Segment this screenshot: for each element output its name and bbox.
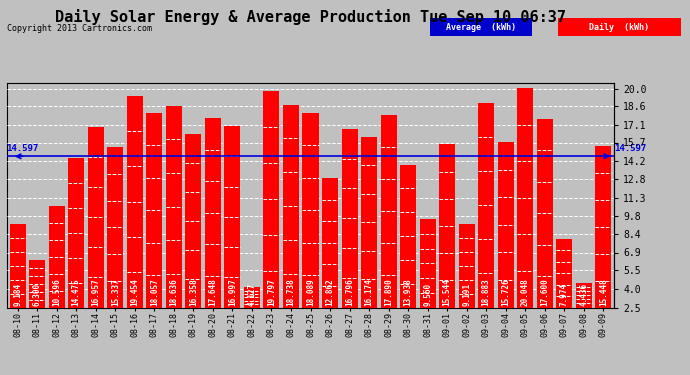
Text: 15.726: 15.726 [501,279,510,306]
Bar [478,103,494,308]
Text: 15.544: 15.544 [443,279,452,306]
FancyBboxPatch shape [558,18,680,36]
Text: 18.738: 18.738 [286,279,295,306]
Bar [205,118,221,308]
Bar [29,260,45,308]
Bar [361,136,377,308]
Text: 12.862: 12.862 [326,279,335,306]
Bar [283,105,299,308]
Text: 18.057: 18.057 [150,279,159,306]
Text: 4.127: 4.127 [248,283,257,306]
Text: 16.957: 16.957 [91,279,100,306]
Bar [556,239,572,308]
Text: 9.184: 9.184 [13,283,22,306]
Bar [322,178,338,308]
FancyBboxPatch shape [431,18,533,36]
Text: 15.337: 15.337 [111,279,120,306]
Bar [497,142,514,308]
Text: 10.596: 10.596 [52,279,61,306]
Bar [302,112,319,308]
Bar [68,158,84,308]
Text: 16.358: 16.358 [189,279,198,306]
Text: Daily  (kWh): Daily (kWh) [589,22,649,32]
Bar [186,134,201,308]
Bar [420,219,435,308]
Text: Daily Solar Energy & Average Production Tue Sep 10 06:37: Daily Solar Energy & Average Production … [55,9,566,26]
Text: 17.648: 17.648 [208,279,217,306]
Bar [439,144,455,308]
Bar [381,115,397,308]
Text: 16.174: 16.174 [364,279,373,306]
Text: 15.448: 15.448 [599,279,608,306]
Text: 7.974: 7.974 [560,283,569,306]
Text: 18.089: 18.089 [306,279,315,306]
Bar [10,224,26,308]
Text: 14.597: 14.597 [6,144,38,153]
Bar [595,146,611,308]
Bar [342,129,357,308]
Text: 19.454: 19.454 [130,279,139,306]
Text: 18.883: 18.883 [482,279,491,306]
Text: 9.191: 9.191 [462,283,471,306]
Bar [127,96,143,308]
Bar [264,91,279,308]
Bar [518,88,533,308]
Text: 6.300: 6.300 [32,283,41,306]
Bar [88,127,103,308]
Bar [166,106,182,308]
Text: 14.597: 14.597 [614,144,647,153]
Text: 19.797: 19.797 [267,279,276,306]
Bar [576,283,592,308]
Text: 16.997: 16.997 [228,279,237,306]
Bar [400,165,416,308]
Text: 14.475: 14.475 [72,279,81,306]
Text: 17.890: 17.890 [384,279,393,306]
Bar [244,287,260,308]
Text: 20.048: 20.048 [521,279,530,306]
Text: 17.600: 17.600 [540,279,549,306]
Text: 16.796: 16.796 [345,279,354,306]
Bar [49,206,65,308]
Text: Copyright 2013 Cartronics.com: Copyright 2013 Cartronics.com [7,24,152,33]
Bar [224,126,240,308]
Text: 9.560: 9.560 [423,283,432,306]
Bar [107,147,124,308]
Text: 13.938: 13.938 [404,279,413,306]
Text: Average  (kWh): Average (kWh) [446,22,516,32]
Bar [146,113,162,308]
Text: 4.436: 4.436 [580,283,589,306]
Bar [537,119,553,308]
Bar [459,224,475,308]
Text: 18.636: 18.636 [169,279,178,306]
